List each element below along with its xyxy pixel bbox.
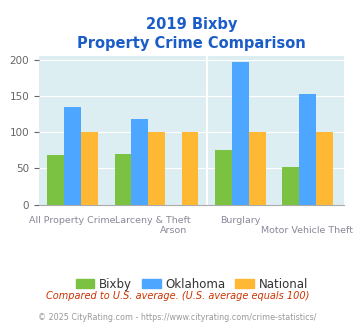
Text: Burglary: Burglary xyxy=(220,216,261,225)
Bar xyxy=(64,107,81,205)
Bar xyxy=(249,132,266,205)
Bar xyxy=(81,132,98,205)
Text: © 2025 CityRating.com - https://www.cityrating.com/crime-statistics/: © 2025 CityRating.com - https://www.city… xyxy=(38,313,317,322)
Bar xyxy=(131,119,148,205)
Bar xyxy=(115,154,131,205)
Text: Compared to U.S. average. (U.S. average equals 100): Compared to U.S. average. (U.S. average … xyxy=(46,291,309,301)
Bar xyxy=(299,94,316,205)
Bar xyxy=(148,132,165,205)
Text: Arson: Arson xyxy=(160,226,187,235)
Bar xyxy=(282,167,299,205)
Text: Larceny & Theft: Larceny & Theft xyxy=(115,216,191,225)
Legend: Bixby, Oklahoma, National: Bixby, Oklahoma, National xyxy=(71,273,312,295)
Title: 2019 Bixby
Property Crime Comparison: 2019 Bixby Property Crime Comparison xyxy=(77,17,306,51)
Text: Motor Vehicle Theft: Motor Vehicle Theft xyxy=(261,226,354,235)
Text: All Property Crime: All Property Crime xyxy=(29,216,116,225)
Bar xyxy=(182,132,198,205)
Bar xyxy=(215,150,232,205)
Bar xyxy=(232,62,249,205)
Bar xyxy=(48,155,64,205)
Bar xyxy=(316,132,333,205)
